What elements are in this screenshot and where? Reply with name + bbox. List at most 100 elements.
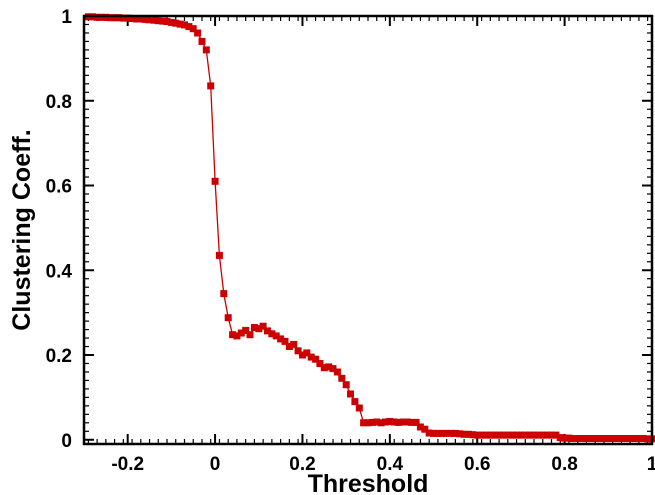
- data-point: [176, 20, 184, 28]
- data-point: [154, 17, 162, 25]
- data-point: [447, 429, 455, 437]
- data-point: [421, 425, 429, 433]
- data-point: [137, 15, 145, 23]
- data-point: [639, 435, 647, 442]
- data-point: [128, 15, 136, 22]
- data-point: [530, 431, 538, 439]
- data-point: [185, 23, 193, 31]
- y-tick-label: 0.6: [46, 177, 72, 198]
- x-tick-label: 0.2: [289, 454, 315, 475]
- y-tick-label: 1: [61, 7, 72, 28]
- data-point: [486, 431, 494, 439]
- data-point: [106, 14, 114, 22]
- data-point: [526, 431, 534, 439]
- data-point: [237, 329, 245, 337]
- data-point: [534, 431, 542, 439]
- x-axis-title: Threshold: [308, 470, 429, 495]
- data-point: [342, 381, 350, 389]
- data-point: [194, 29, 202, 37]
- data-point: [451, 429, 459, 437]
- data-point: [333, 368, 341, 376]
- data-point: [626, 435, 634, 442]
- data-point: [115, 14, 123, 22]
- data-point: [600, 435, 608, 442]
- y-tick-label: 0.8: [46, 92, 72, 113]
- data-point: [207, 82, 215, 90]
- data-point: [215, 251, 223, 259]
- data-point: [596, 435, 604, 442]
- data-point: [211, 177, 219, 185]
- y-tick-label: 0.2: [46, 346, 72, 367]
- data-point: [351, 398, 359, 406]
- data-point: [373, 418, 381, 426]
- x-tick-labels: -0.2 0 0.2 0.4 0.6 0.8 1: [111, 454, 655, 475]
- y-tick-label: 0: [61, 431, 72, 452]
- data-point: [569, 435, 577, 442]
- data-point: [377, 419, 385, 427]
- data-point: [325, 363, 333, 371]
- data-point: [172, 19, 180, 27]
- data-point: [285, 343, 293, 350]
- data-point: [408, 418, 416, 426]
- data-point: [434, 429, 442, 437]
- data-point: [473, 431, 481, 439]
- data-point: [382, 418, 389, 426]
- data-point: [198, 37, 206, 45]
- data-point: [281, 337, 289, 345]
- y-tick-labels: 0 0.2 0.4 0.6 0.8 1: [46, 7, 73, 452]
- data-point: [438, 429, 446, 437]
- data-point: [364, 419, 372, 427]
- data-point: [181, 21, 188, 29]
- data-point: [264, 327, 271, 335]
- data-point: [98, 13, 105, 21]
- data-point: [578, 435, 586, 442]
- data-point: [312, 355, 320, 363]
- data-point: [574, 435, 582, 442]
- data-point: [395, 418, 403, 426]
- data-point: [635, 435, 643, 442]
- data-point: [119, 14, 127, 22]
- data-point: [465, 430, 472, 438]
- data-point: [320, 364, 328, 372]
- data-point: [548, 431, 555, 439]
- data-point: [220, 290, 228, 298]
- data-point: [521, 431, 529, 439]
- x-tick-label: 0: [210, 454, 221, 475]
- data-point: [539, 431, 547, 439]
- data-point: [583, 435, 590, 442]
- data-point: [246, 331, 254, 339]
- data-point: [390, 418, 398, 426]
- data-point: [224, 314, 232, 322]
- data-point: [229, 331, 237, 339]
- data-point: [202, 46, 210, 54]
- data-point: [146, 16, 153, 24]
- data-point: [347, 390, 354, 398]
- y-tick-label: 0.4: [46, 261, 73, 282]
- x-tick-label: 0.8: [551, 454, 577, 475]
- data-point: [167, 18, 175, 26]
- data-point: [299, 351, 306, 359]
- x-tick-label: 0.6: [464, 454, 490, 475]
- data-point: [355, 404, 363, 412]
- data-point: [443, 429, 451, 437]
- data-point: [460, 430, 468, 438]
- data-point: [255, 325, 263, 333]
- y-axis-title: Clustering Coeff.: [8, 129, 36, 330]
- x-tick-label: 1: [647, 454, 655, 475]
- data-point: [150, 16, 158, 24]
- data-point: [141, 15, 149, 23]
- data-point: [552, 431, 560, 439]
- data-point: [368, 418, 376, 426]
- data-point: [416, 423, 424, 431]
- data-point: [556, 434, 564, 442]
- data-point: [111, 14, 119, 22]
- data-point: [268, 330, 276, 338]
- data-point: [565, 434, 573, 442]
- data-point: [277, 335, 285, 343]
- data-point: [430, 429, 437, 437]
- data-point: [124, 14, 132, 22]
- data-point: [517, 431, 525, 439]
- data-point: [478, 431, 486, 439]
